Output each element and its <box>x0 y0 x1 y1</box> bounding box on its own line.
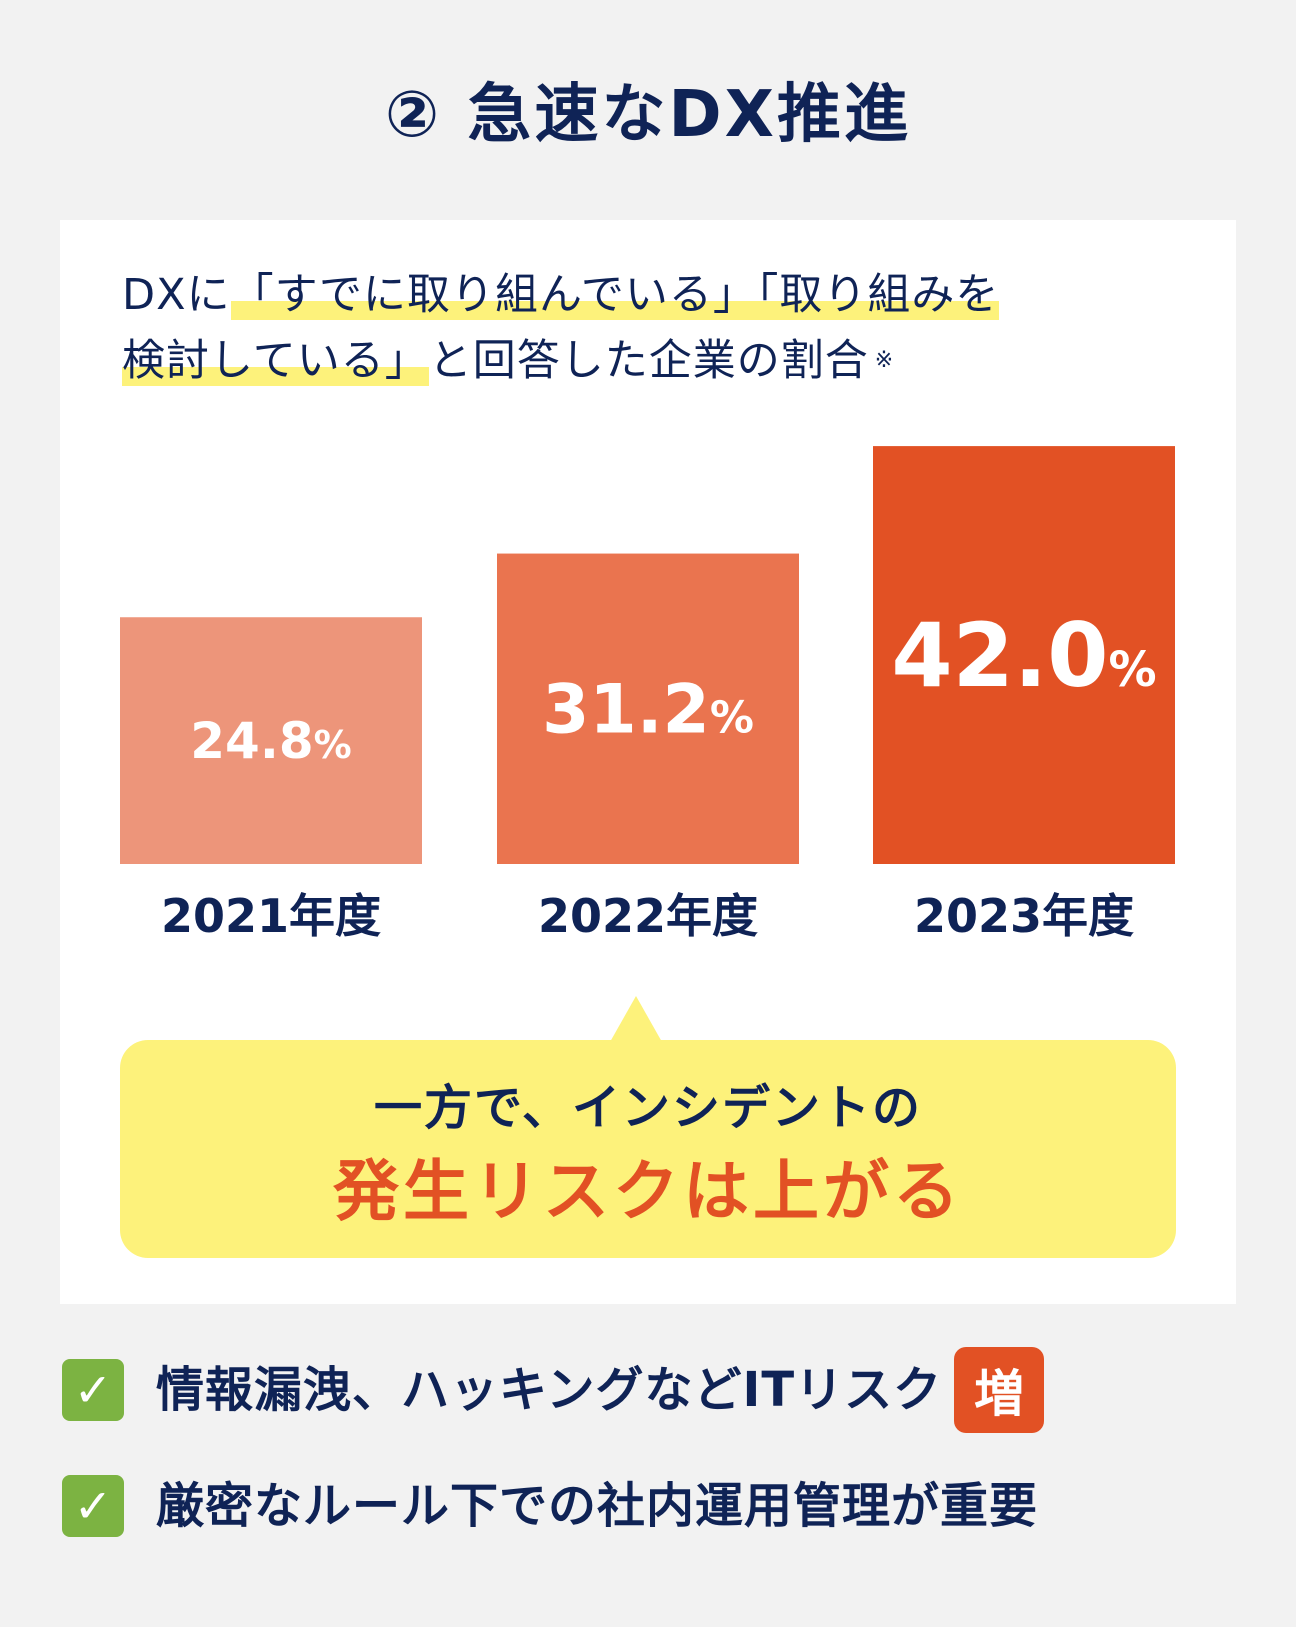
chart-card: DXに「すでに取り組んでいる」「取り組みを 検討している」と回答した企業の割合 ※ … <box>60 220 1236 1304</box>
category-label: 2022年度 <box>538 889 758 943</box>
bar-2023年度 <box>873 446 1175 864</box>
bar-2022年度 <box>497 553 799 864</box>
key-points: ✓ 情報漏洩、ハッキングなどITリスク 増 ✓ 厳密なルール下での社内運用管理が… <box>62 1347 1242 1587</box>
value-label: 42.0% <box>891 604 1156 707</box>
callout-line-2: 発生リスクは上がる <box>333 1153 963 1230</box>
bar-chart: 24.8% 2021年度 31.2% 2022年度 42.0% 2023年度 <box>120 446 1175 943</box>
category-label: 2021年度 <box>161 889 381 943</box>
subtitle-highlight-2: 検討している」 <box>122 336 429 386</box>
point-text: 情報漏洩、ハッキングなどITリスク <box>156 1362 943 1418</box>
subtitle-suffix: と回答した企業の割合 <box>428 336 869 386</box>
value-label: 31.2% <box>542 671 754 750</box>
increase-badge: 増 <box>954 1347 1045 1433</box>
bar-2021年度 <box>120 617 422 864</box>
callout-line-1: 一方で、インシデントの <box>373 1080 923 1136</box>
page-title: ② 急速なDX推進 <box>385 78 911 152</box>
value-label: 24.8% <box>190 712 351 770</box>
point-item: ✓ 情報漏洩、ハッキングなどITリスク 増 <box>62 1347 1242 1433</box>
note-mark: ※ <box>874 348 895 373</box>
point-item: ✓ 厳密なルール下での社内運用管理が重要 <box>62 1471 1242 1541</box>
category-label: 2023年度 <box>914 889 1134 943</box>
subtitle-highlight-1: 「すでに取り組んでいる」「取り組みを <box>230 270 1000 320</box>
check-icon: ✓ <box>62 1475 124 1537</box>
check-icon: ✓ <box>62 1359 124 1421</box>
subtitle-prefix: DXに <box>122 270 231 320</box>
point-text: 厳密なルール下での社内運用管理が重要 <box>156 1478 1039 1534</box>
chart-subtitle: DXに「すでに取り組んでいる」「取り組みを検討している」と回答した企業の割合 ※ <box>122 262 1182 394</box>
callout-bubble: 一方で、インシデントの 発生リスクは上がる <box>120 996 1176 1258</box>
